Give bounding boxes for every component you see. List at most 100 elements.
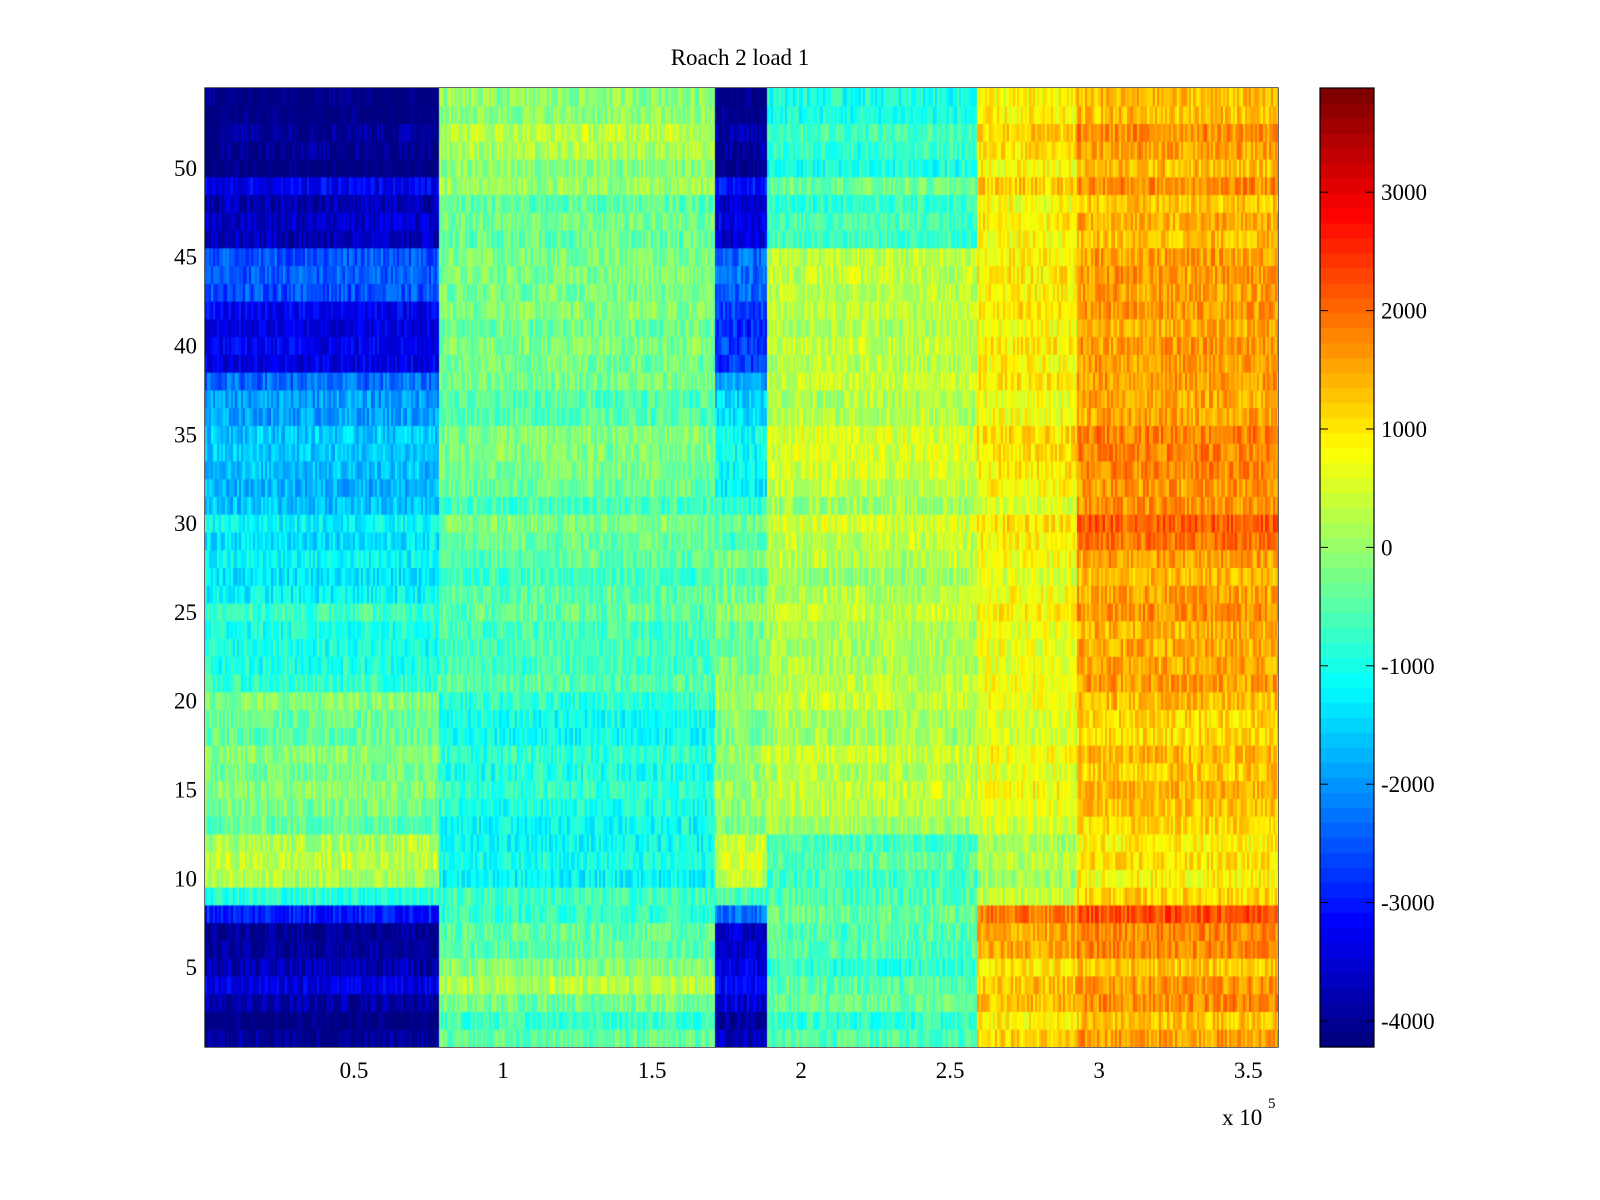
- heatmap-cell: [437, 372, 715, 390]
- heatmap-cell: [976, 958, 1076, 994]
- heatmap-cell: [714, 904, 766, 923]
- heatmap-cell: [205, 372, 438, 390]
- heatmap-cell: [765, 603, 977, 692]
- colorbar-swatch: [1320, 162, 1374, 179]
- x-tick-label: 3: [1093, 1058, 1105, 1083]
- colorbar-swatch: [1320, 942, 1374, 958]
- heatmap-cell: [205, 833, 438, 888]
- heatmap-cell: [437, 176, 715, 248]
- heatmap-cell: [205, 922, 438, 959]
- colorbar-swatch: [1320, 222, 1374, 239]
- colorbar-swatch: [1320, 252, 1374, 269]
- heatmap-cell: [1075, 691, 1278, 834]
- heatmap-cell: [714, 549, 766, 604]
- heatmap-cell: [1075, 958, 1278, 994]
- heatmap-cell: [1075, 904, 1278, 923]
- x-tick-label: 3.5: [1234, 1058, 1263, 1083]
- colorbar-swatch: [1320, 117, 1374, 134]
- heatmap-cell: [437, 496, 715, 550]
- colorbar-swatch: [1320, 372, 1374, 389]
- colorbar-swatch: [1320, 807, 1374, 823]
- colorbar-swatch: [1320, 432, 1374, 449]
- heatmap-cell: [714, 833, 766, 888]
- heatmap-cell: [765, 922, 977, 959]
- colorbar-swatch: [1320, 312, 1374, 329]
- y-tick-label: 30: [174, 511, 197, 536]
- colorbar-swatch: [1320, 582, 1374, 599]
- colorbar-swatch: [1320, 687, 1374, 703]
- colorbar-tick-label: 3000: [1381, 180, 1427, 205]
- heatmap-cell: [1075, 247, 1278, 302]
- heatmap-cell: [1075, 372, 1278, 390]
- colorbar-swatch: [1320, 1032, 1374, 1048]
- heatmap-cell: [1075, 88, 1278, 177]
- y-tick-label: 50: [174, 156, 197, 181]
- heatmap-cell: [976, 833, 1076, 888]
- x-exponent-label: x 10: [1222, 1105, 1262, 1130]
- heatmap-cell: [976, 176, 1076, 248]
- heatmap-cell: [205, 958, 438, 994]
- colorbar-swatch: [1320, 492, 1374, 509]
- heatmap-cell: [976, 496, 1076, 550]
- colorbar-swatch: [1320, 717, 1374, 733]
- heatmap-cell: [976, 88, 1076, 177]
- colorbar-swatch: [1320, 867, 1374, 883]
- y-tick-label: 40: [174, 334, 197, 359]
- colorbar-swatch: [1320, 342, 1374, 359]
- heatmap-cell: [205, 904, 438, 923]
- heatmap-cell: [714, 958, 766, 994]
- colorbar-tick-label: 0: [1381, 535, 1393, 560]
- colorbar-swatch: [1320, 657, 1374, 673]
- heatmap-cell: [437, 691, 715, 834]
- colorbar-swatch: [1320, 777, 1374, 793]
- y-tick-label: 5: [186, 955, 198, 980]
- heatmap-cell: [714, 372, 766, 390]
- colorbar-swatch: [1320, 147, 1374, 164]
- heatmap-cell: [205, 496, 438, 550]
- y-tick-label: 35: [174, 422, 197, 447]
- heatmap-cell: [714, 176, 766, 248]
- heatmap-cell: [765, 496, 977, 550]
- heatmap-cell: [976, 372, 1076, 390]
- colorbar-tick-label: -4000: [1381, 1009, 1435, 1034]
- colorbar-swatch: [1320, 747, 1374, 763]
- colorbar-swatch: [1320, 927, 1374, 943]
- heatmap-cell: [1075, 549, 1278, 604]
- heatmap-cell: [976, 603, 1076, 692]
- colorbar-swatch: [1320, 132, 1374, 149]
- colorbar-swatch: [1320, 537, 1374, 554]
- heatmap-cell: [205, 88, 438, 177]
- colorbar-swatch: [1320, 882, 1374, 898]
- colorbar-swatch: [1320, 402, 1374, 419]
- heatmap-cell: [1075, 833, 1278, 888]
- heatmap-cell: [1075, 496, 1278, 550]
- colorbar-swatch: [1320, 702, 1374, 718]
- colorbar-swatch: [1320, 357, 1374, 374]
- colorbar-tick-label: 2000: [1381, 299, 1427, 324]
- colorbar-swatch: [1320, 387, 1374, 404]
- heatmap-cell: [714, 247, 766, 302]
- colorbar-swatch: [1320, 627, 1374, 644]
- y-tick-label: 20: [174, 689, 197, 714]
- heatmap-cell: [1075, 389, 1278, 497]
- heatmap-cell: [765, 372, 977, 390]
- heatmap-cell: [765, 887, 977, 905]
- colorbar-tick-label: -2000: [1381, 772, 1435, 797]
- heatmap-cell: [205, 389, 438, 497]
- colorbar-tick-label: -3000: [1381, 891, 1435, 916]
- heatmap-cell: [765, 691, 977, 834]
- colorbar-swatch: [1320, 552, 1374, 569]
- colorbar-swatch: [1320, 912, 1374, 928]
- heatmap-cell: [714, 496, 766, 550]
- heatmap-cell: [976, 389, 1076, 497]
- heatmap-cell: [205, 247, 438, 302]
- colorbar-swatch: [1320, 1017, 1374, 1033]
- heatmap-cell: [437, 887, 715, 905]
- y-tick-label: 15: [174, 777, 197, 802]
- heatmap-cell: [1075, 887, 1278, 905]
- colorbar-swatch: [1320, 282, 1374, 299]
- heatmap-cell: [437, 904, 715, 923]
- y-tick-label: 10: [174, 866, 197, 891]
- heatmap-cell: [437, 88, 715, 177]
- colorbar-swatch: [1320, 732, 1374, 748]
